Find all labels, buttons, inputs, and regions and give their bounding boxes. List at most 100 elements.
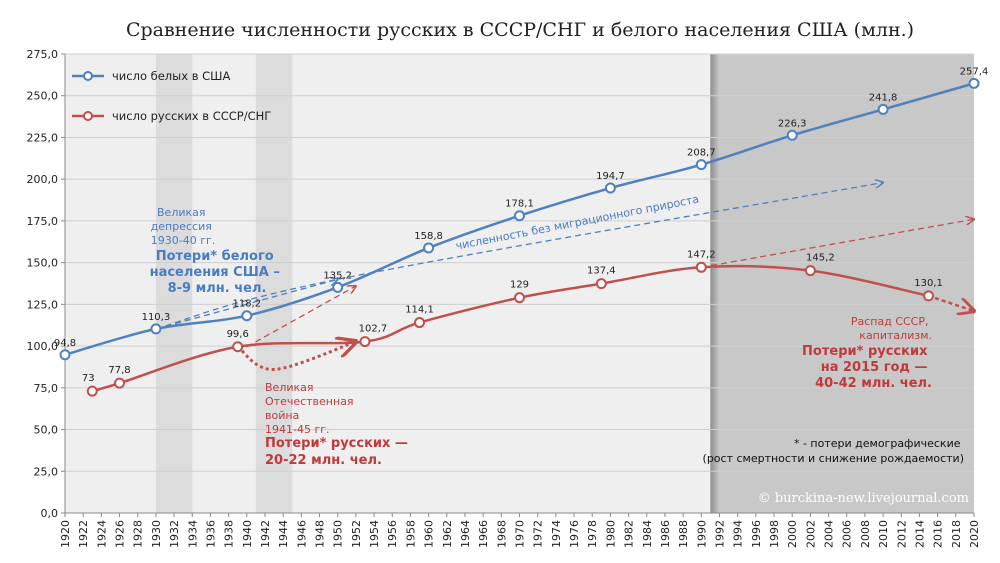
x-tick-label: 1986 bbox=[659, 520, 672, 548]
x-tick-label: 1970 bbox=[514, 520, 527, 548]
x-tick-label: 1976 bbox=[568, 520, 581, 548]
projection-usa-depression bbox=[155, 279, 338, 330]
data-label-white-usa: 135,2 bbox=[323, 270, 352, 281]
projections bbox=[155, 183, 974, 371]
data-label-russians: 147,2 bbox=[687, 249, 716, 260]
y-tick-label: 200,0 bbox=[27, 173, 59, 186]
x-tick-label: 1980 bbox=[604, 520, 617, 548]
data-label-russians: 145,2 bbox=[806, 253, 835, 264]
y-axis: 0,0 25,0 50,0 75,0 100,0 125,0 150,0 175,0 200,0… bbox=[27, 48, 66, 520]
x-tick-label: 1944 bbox=[277, 520, 290, 548]
data-label-white-usa: 110,3 bbox=[142, 312, 171, 323]
data-label-white-usa: 158,8 bbox=[414, 231, 443, 242]
data-label-russians: 102,7 bbox=[359, 324, 388, 335]
data-label-white-usa: 226,3 bbox=[778, 118, 807, 129]
depression-label: Великая депрессия 1930-40 гг. bbox=[151, 206, 216, 247]
shaded-periods bbox=[155, 54, 974, 513]
x-tick-label: 2012 bbox=[895, 520, 908, 548]
x-tick-label: 1932 bbox=[168, 520, 181, 548]
y-tick-label: 125,0 bbox=[27, 298, 59, 311]
x-tick-label: 1928 bbox=[132, 520, 145, 548]
x-tick-label: 1962 bbox=[441, 520, 454, 548]
band-depression bbox=[155, 54, 193, 513]
y-tick-label: 100,0 bbox=[27, 340, 59, 353]
band-war bbox=[255, 54, 293, 513]
data-point-white-usa bbox=[604, 182, 616, 194]
y-tick-label: 175,0 bbox=[27, 215, 59, 228]
x-tick-label: 1946 bbox=[295, 520, 308, 548]
projection-russia-post-1990 bbox=[701, 219, 974, 268]
y-tick-label: 50,0 bbox=[34, 424, 59, 437]
data-point-white-usa bbox=[695, 159, 707, 171]
data-point-russians bbox=[804, 265, 816, 277]
data-label-white-usa: 94,8 bbox=[54, 338, 76, 349]
war-label: Великая Отечественная война 1941-45 гг. bbox=[265, 381, 357, 436]
band-collapse bbox=[710, 54, 974, 513]
projection-usa-no-migration bbox=[155, 183, 883, 330]
x-tick-label: 2010 bbox=[877, 520, 890, 548]
projection-russia-war-dip bbox=[236, 342, 356, 371]
collapse-label: Распад СССР, капитализм. bbox=[851, 315, 932, 342]
y-tick-label: 75,0 bbox=[34, 382, 59, 395]
data-label-white-usa: 208,7 bbox=[687, 148, 716, 159]
data-point-russians bbox=[595, 278, 607, 290]
copyright-text: © burckina-new.livejournal.com bbox=[758, 491, 969, 506]
x-tick-label: 1920 bbox=[59, 520, 72, 548]
x-tick-label: 2000 bbox=[786, 520, 799, 548]
projection-russia-war-trend bbox=[246, 286, 356, 348]
footnote: * - потери демографические (рост смертно… bbox=[703, 437, 964, 465]
x-tick-label: 1960 bbox=[423, 520, 436, 548]
data-point-white-usa bbox=[423, 242, 435, 254]
data-point-russians bbox=[414, 317, 426, 329]
usa-losses-label: Потери* белого населения США – 8-9 млн. … bbox=[150, 249, 285, 296]
legend-label-russians: число русских в СССР/СНГ bbox=[112, 109, 271, 123]
x-tick-label: 1978 bbox=[586, 520, 599, 548]
x-tick-label: 1992 bbox=[713, 520, 726, 548]
x-tick-label: 1938 bbox=[223, 520, 236, 548]
data-label-russians: 99,6 bbox=[227, 329, 249, 340]
data-point-russians bbox=[695, 261, 707, 273]
x-tick-label: 1930 bbox=[150, 520, 163, 548]
data-label-white-usa: 257,4 bbox=[960, 66, 989, 77]
x-tick-label: 1996 bbox=[750, 520, 763, 548]
legend-marker-white-usa bbox=[83, 71, 93, 81]
data-label-white-usa: 118,2 bbox=[232, 299, 261, 310]
data-label-russians: 129 bbox=[510, 280, 529, 291]
x-tick-label: 1922 bbox=[77, 520, 90, 548]
legend-marker-russians bbox=[83, 111, 93, 121]
x-tick-label: 1982 bbox=[623, 520, 636, 548]
y-tick-label: 150,0 bbox=[27, 257, 59, 270]
x-tick-label: 1940 bbox=[241, 520, 254, 548]
x-tick-label: 1984 bbox=[641, 520, 654, 548]
data-label-white-usa: 194,7 bbox=[596, 171, 625, 182]
data-point-russians bbox=[114, 377, 126, 389]
x-axis: 1920 1922 1924 1926 1928 1930 1932 1934 1936 1938… bbox=[59, 512, 981, 548]
data-point-russians bbox=[514, 292, 525, 304]
data-point-russians bbox=[359, 336, 371, 348]
x-tick-label: 1950 bbox=[332, 520, 345, 548]
y-tick-label: 225,0 bbox=[27, 131, 59, 144]
data-point-white-usa bbox=[59, 349, 71, 361]
war-losses-label: Потери* русских — 20-22 млн. чел. bbox=[265, 436, 412, 468]
x-tick-label: 1952 bbox=[350, 520, 363, 548]
x-tick-label: 1942 bbox=[259, 520, 272, 548]
data-point-white-usa bbox=[968, 77, 980, 89]
data-point-white-usa bbox=[514, 210, 525, 222]
x-tick-label: 1998 bbox=[768, 520, 781, 548]
y-tick-label: 25,0 bbox=[34, 465, 59, 478]
data-point-white-usa bbox=[786, 129, 798, 141]
y-tick-label: 0,0 bbox=[41, 507, 59, 520]
x-tick-label: 1956 bbox=[386, 520, 399, 548]
data-label-russians: 130,1 bbox=[914, 278, 943, 289]
data-label-russians: 114,1 bbox=[405, 305, 434, 316]
chart-title: Сравнение численности русских в СССР/СНГ… bbox=[126, 19, 914, 41]
x-tick-label: 2018 bbox=[950, 520, 963, 548]
x-tick-label: 1988 bbox=[677, 520, 690, 548]
series-line-russians bbox=[91, 264, 929, 393]
data-label-white-usa: 241,8 bbox=[869, 92, 898, 103]
data-point-white-usa bbox=[877, 103, 889, 115]
data-point-russians bbox=[923, 290, 935, 302]
x-tick-label: 1924 bbox=[95, 520, 108, 548]
x-tick-label: 2020 bbox=[968, 520, 981, 548]
